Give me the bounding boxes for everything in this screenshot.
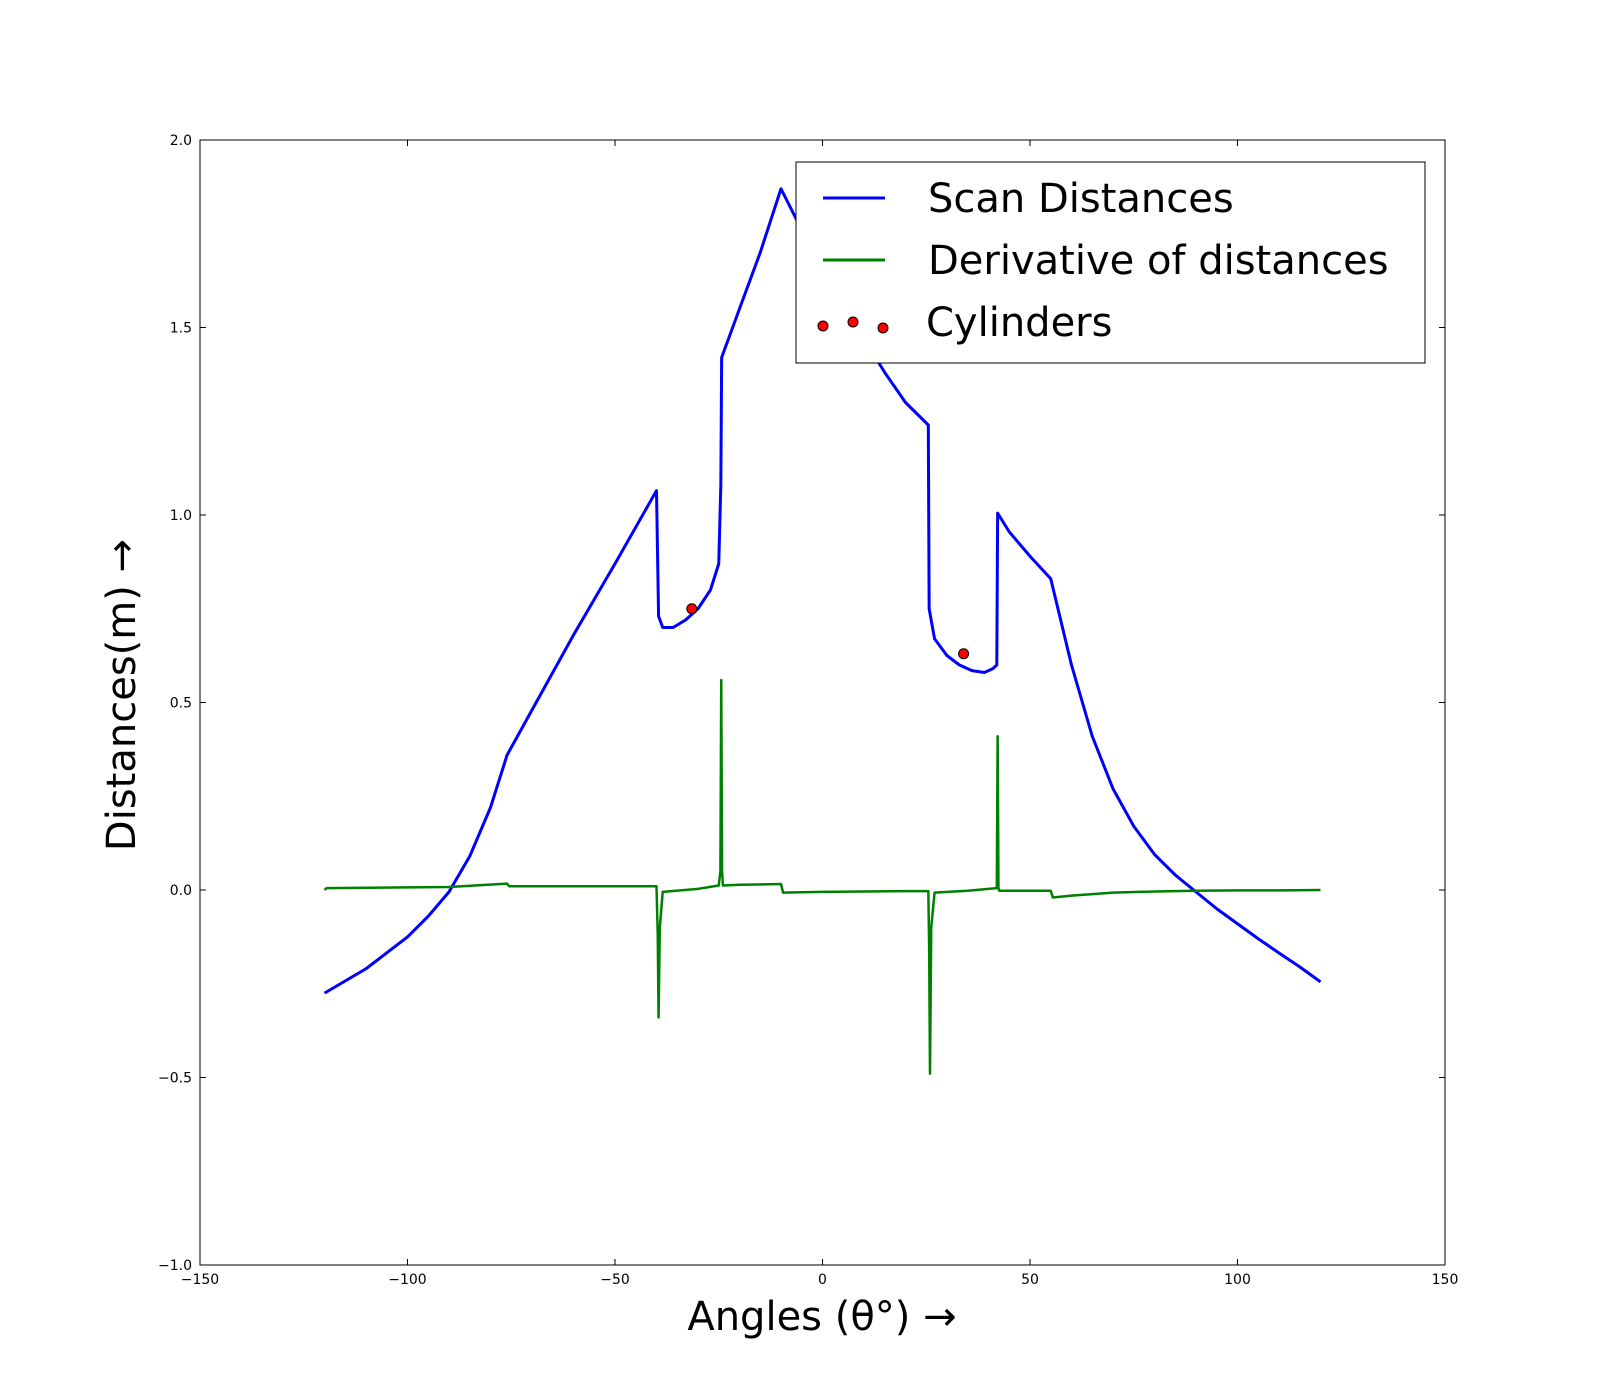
y-tick-label: 1.5 bbox=[170, 321, 192, 337]
y-tick-label: −1.0 bbox=[158, 1258, 192, 1274]
y-tick-label: −0.5 bbox=[158, 1071, 192, 1087]
y-tick-label: 1.0 bbox=[170, 508, 192, 524]
legend-marker-cylinders-2 bbox=[847, 316, 859, 328]
ticks-layer: −150 −100 −50 0 50 100 150 −1.0 −0.5 0.0 0.5 1.0 1.5… bbox=[158, 133, 1458, 1288]
legend-marker-cylinders-3 bbox=[877, 322, 889, 334]
data-point-cylinders-2 bbox=[958, 648, 970, 660]
legend-label-scan-distances: Scan Distances bbox=[928, 176, 1234, 222]
data-point-cylinders-1 bbox=[686, 603, 698, 615]
x-tick-label: −100 bbox=[388, 1272, 426, 1288]
x-tick-label: 0 bbox=[818, 1272, 827, 1288]
x-tick-label: 50 bbox=[1021, 1272, 1039, 1288]
x-tick-label: 150 bbox=[1432, 1272, 1459, 1288]
x-axis-title: Angles (θ°) → bbox=[687, 1294, 956, 1340]
legend-label-cylinders: Cylinders bbox=[926, 300, 1112, 346]
legend-label-derivative: Derivative of distances bbox=[928, 238, 1389, 284]
x-tick-label: 100 bbox=[1224, 1272, 1251, 1288]
legend-marker-cylinders-1 bbox=[817, 320, 829, 332]
legend-box bbox=[795, 161, 1426, 364]
legend: Scan Distances Derivative of distances C… bbox=[795, 161, 1426, 364]
y-tick-label: 0.5 bbox=[170, 696, 192, 712]
x-tick-label: −50 bbox=[600, 1272, 630, 1288]
x-tick-label: −150 bbox=[181, 1272, 219, 1288]
y-tick-label: 2.0 bbox=[170, 133, 192, 149]
series-line-derivative-of-distances bbox=[323, 678, 1321, 1075]
y-axis-title: Distances(m) → bbox=[99, 539, 145, 851]
y-tick-label: 0.0 bbox=[170, 883, 192, 899]
